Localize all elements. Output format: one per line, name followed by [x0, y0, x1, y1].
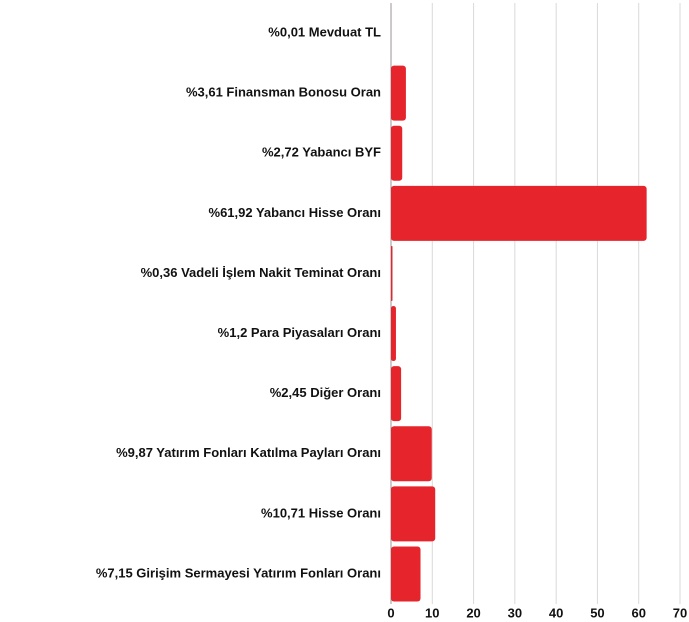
y-tick-label: %3,61 Finansman Bonosu Oran [186, 85, 381, 100]
y-tick-label: %9,87 Yatırım Fonları Katılma Payları Or… [116, 445, 381, 460]
bar [391, 426, 432, 482]
y-tick-label: %61,92 Yabancı Hisse Oranı [209, 205, 381, 220]
bar [391, 65, 406, 121]
bar [391, 125, 403, 181]
bar [391, 245, 393, 301]
y-tick-label: %0,36 Vadeli İşlem Nakit Teminat Oranı [141, 265, 381, 280]
y-tick-label: %0,01 Mevduat TL [268, 24, 381, 39]
bar [391, 486, 436, 542]
x-tick-label: 60 [631, 605, 645, 620]
x-tick-label: 10 [425, 605, 439, 620]
x-tick-label: 70 [673, 605, 687, 620]
bar [391, 185, 647, 241]
y-tick-label: %2,45 Diğer Oranı [270, 385, 381, 400]
x-tick-label: 20 [466, 605, 480, 620]
x-tick-label: 30 [508, 605, 522, 620]
y-tick-label: %10,71 Hisse Oranı [261, 505, 381, 520]
x-tick-label: 0 [387, 605, 394, 620]
x-tick-label: 40 [549, 605, 563, 620]
bar [391, 366, 402, 422]
y-tick-label: %1,2 Para Piyasaları Oranı [218, 325, 381, 340]
bar [391, 306, 396, 362]
bar [391, 546, 421, 602]
y-tick-label: %2,72 Yabancı BYF [262, 145, 381, 160]
x-tick-label: 50 [590, 605, 604, 620]
y-tick-label: %7,15 Girişim Sermayesi Yatırım Fonları … [96, 565, 381, 580]
